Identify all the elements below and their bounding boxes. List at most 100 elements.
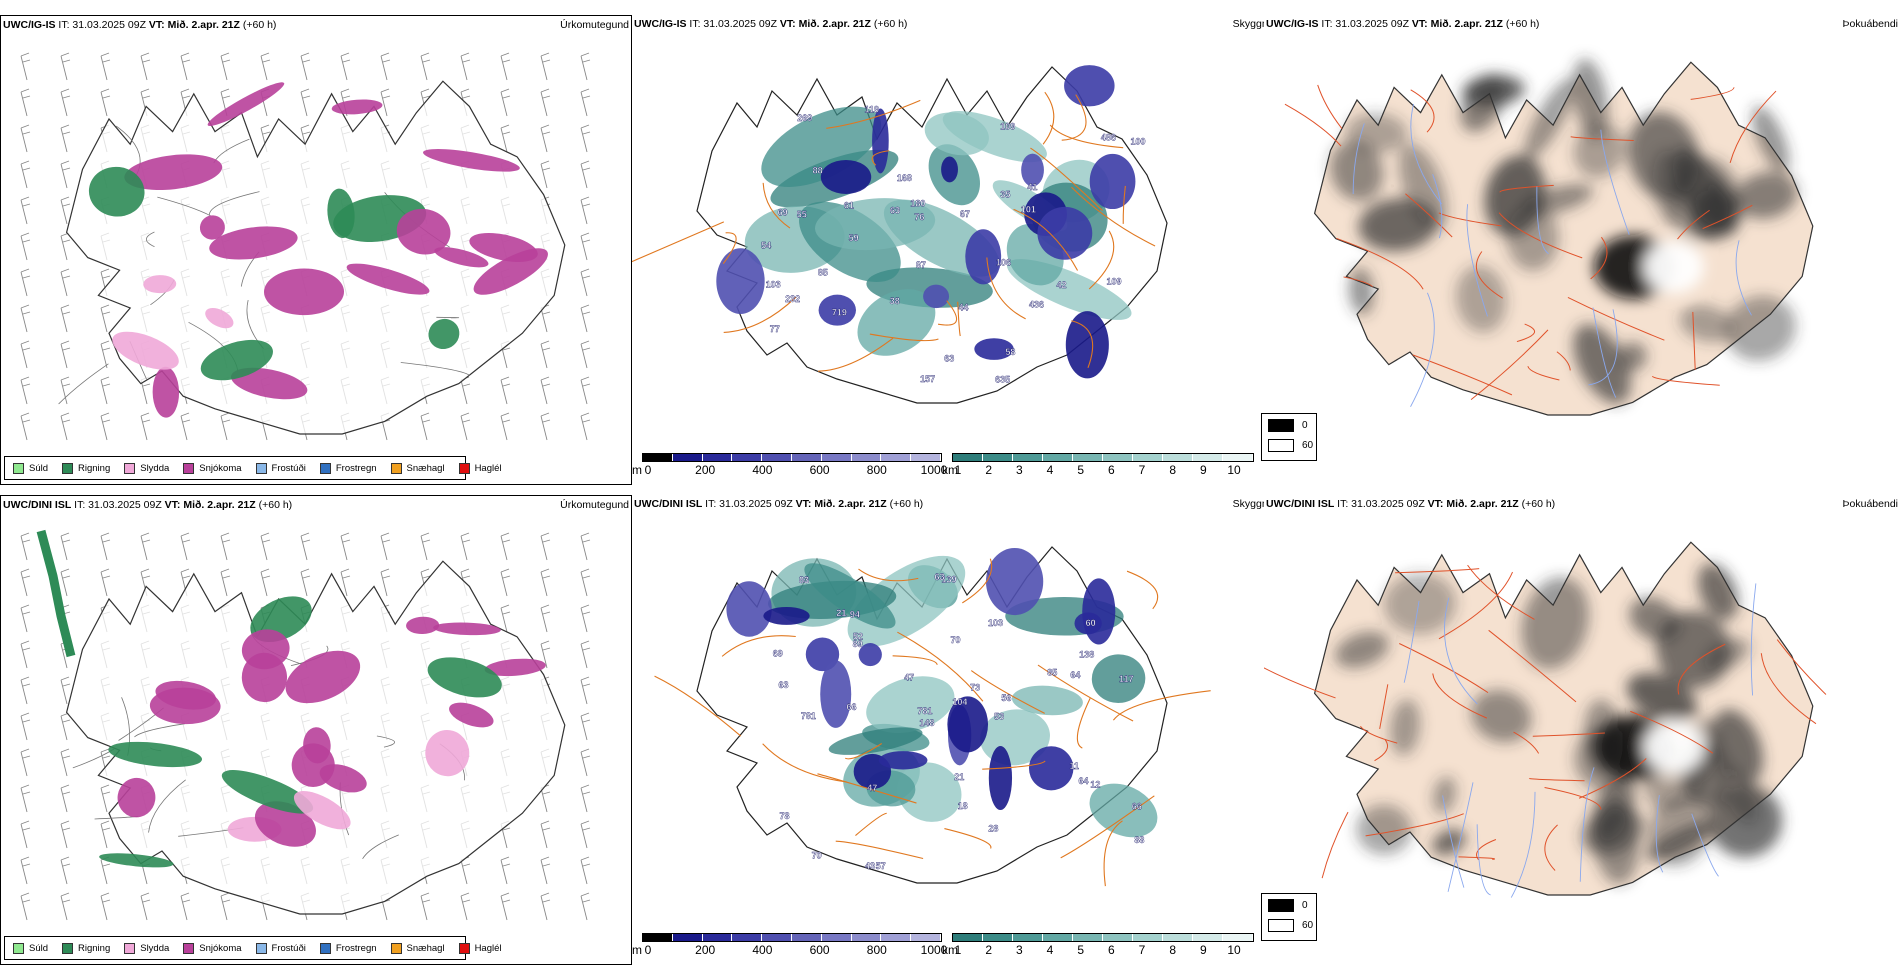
road-line xyxy=(892,655,938,666)
legend-swatch xyxy=(124,942,136,954)
river-line xyxy=(1735,240,1752,316)
legend-label: Snæhagl xyxy=(406,462,445,474)
road-line xyxy=(1499,184,1554,193)
road-line xyxy=(1071,186,1156,247)
fog-legend-item: 60 xyxy=(1268,439,1313,452)
wind-barb-icon xyxy=(580,856,591,885)
wind-barb-icon xyxy=(20,376,31,405)
wind-barb-icon xyxy=(580,268,591,297)
road-line xyxy=(362,834,399,860)
road-line xyxy=(1513,731,1540,754)
wind-barb-icon xyxy=(60,88,71,117)
precip-area xyxy=(112,331,179,370)
legend-swatch xyxy=(62,462,74,474)
wind-barb-icon xyxy=(20,676,31,705)
ceiling-value-label: 78 xyxy=(780,811,790,821)
ceiling-value-label: 63 xyxy=(890,206,900,216)
legend-swatch xyxy=(390,942,402,954)
precip-area xyxy=(346,263,430,295)
road-line xyxy=(897,631,984,702)
precip-area xyxy=(433,622,501,636)
ceiling-value-label: 21 xyxy=(836,608,846,618)
ceiling-value-label: 148 xyxy=(919,718,934,728)
ceiling-area xyxy=(923,284,950,309)
colorbar-unit: km xyxy=(942,463,958,477)
ceiling-value-label: 55 xyxy=(797,209,807,219)
river-line xyxy=(1403,600,1420,683)
legend-label: Rigning xyxy=(78,462,111,474)
colorbar-tick: 800 xyxy=(866,463,887,477)
legend-item: Slydda xyxy=(124,462,169,474)
wind-barb-icon xyxy=(420,52,431,81)
panel-header: UWC/DINI ISL IT: 31.03.2025 09Z VT: Mið.… xyxy=(634,498,924,510)
road-line xyxy=(1264,667,1336,699)
legend-swatch xyxy=(1268,919,1294,932)
wind-barb-icon xyxy=(20,748,31,777)
road-line xyxy=(1729,90,1777,163)
river-line xyxy=(1410,292,1435,407)
wind-barb-icon xyxy=(100,892,111,921)
wind-barb-icon xyxy=(60,784,71,813)
ceiling-value-label: 77 xyxy=(770,324,780,334)
colorbar-tick: 8 xyxy=(1169,943,1176,957)
wind-barb-icon xyxy=(580,88,591,117)
wind-barb-icon xyxy=(140,532,151,561)
ceiling-value-label: 168 xyxy=(897,173,912,183)
road-line xyxy=(1112,690,1211,721)
road-line xyxy=(1071,320,1094,369)
ceiling-value-label: 436 xyxy=(1029,299,1044,309)
colorbar-tick: 6 xyxy=(1107,463,1115,477)
ceiling-value-label: 59 xyxy=(849,233,859,243)
ceiling-area xyxy=(878,751,928,770)
wind-barb-icon xyxy=(540,124,551,153)
wind-barb-icon xyxy=(580,676,591,705)
colorbar-tick: 200 xyxy=(695,463,716,477)
legend-item: Haglél xyxy=(458,462,502,474)
ceiling-value-label: 41 xyxy=(1027,182,1037,192)
wind-barb-icon xyxy=(140,412,151,441)
legend-label: Snjókoma xyxy=(199,942,242,954)
road-line xyxy=(817,337,894,372)
ceiling-value-label: 35 xyxy=(1000,190,1010,200)
road-line xyxy=(1410,89,1435,133)
wind-barb-icon xyxy=(100,532,111,561)
fog-legend: 0 60 xyxy=(1261,413,1317,461)
panel-title: Úrkomutegund xyxy=(560,19,629,31)
legend-label: Haglél xyxy=(474,462,502,474)
ceiling-value-label: 64 xyxy=(1078,776,1088,786)
panel-title: Úrkomutegund xyxy=(560,499,629,511)
river-line xyxy=(1579,767,1595,882)
ceiling-value-label: 52 xyxy=(853,631,863,641)
ceiling-area xyxy=(941,156,958,183)
legend-label: Frostregn xyxy=(335,462,377,474)
panel-title: Þokuábendi xyxy=(1842,498,1898,510)
colorbar-unit: m xyxy=(632,463,642,477)
wind-barb-icon xyxy=(100,568,111,597)
precip-type-map xyxy=(20,52,591,441)
precip-area xyxy=(263,268,345,316)
river-line xyxy=(1600,129,1630,235)
precip-area xyxy=(319,764,367,793)
wind-barb-icon xyxy=(580,784,591,813)
visibility-area xyxy=(761,106,882,187)
precip-area xyxy=(285,650,361,704)
wind-barb-icon xyxy=(500,604,511,633)
wind-barb-icon xyxy=(60,568,71,597)
wind-barb-icon xyxy=(220,52,231,81)
wind-barb-icon xyxy=(20,124,31,153)
wind-barb-icon xyxy=(340,568,351,597)
road-line xyxy=(1365,813,1464,837)
ceiling-value-label: 719 xyxy=(832,307,847,317)
fog-shading xyxy=(1330,58,1798,404)
wind-barb-icon xyxy=(260,52,271,81)
ceiling-value-label: 11 xyxy=(1070,761,1080,771)
visibility-area xyxy=(1091,654,1146,703)
road-line xyxy=(1013,208,1079,271)
wind-barb-icon xyxy=(540,532,551,561)
precip-area xyxy=(293,791,351,830)
precip-area xyxy=(425,729,470,777)
wind-barb-icon xyxy=(20,52,31,81)
wind-barb-icon xyxy=(100,340,111,369)
precip-area xyxy=(449,702,494,728)
road-line xyxy=(1470,329,1549,400)
